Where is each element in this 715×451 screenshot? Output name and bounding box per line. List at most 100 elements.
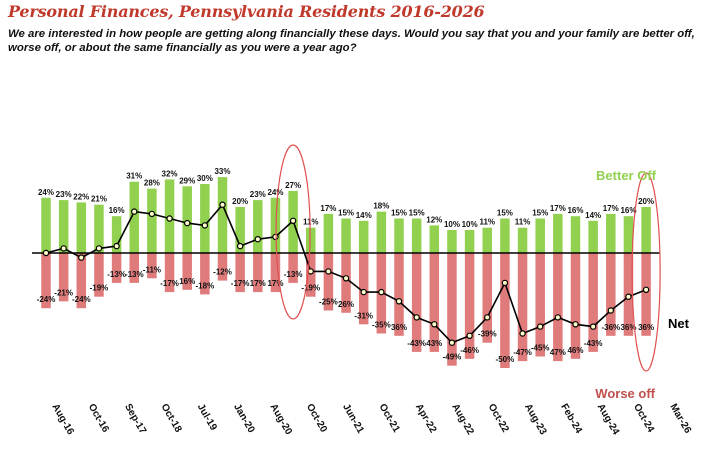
worse-data-label: -17% xyxy=(231,279,250,288)
better-data-label: 15% xyxy=(391,209,407,218)
better-off-bar xyxy=(588,220,598,253)
worse-data-label: -12% xyxy=(213,268,232,277)
worse-data-label: 17% xyxy=(250,279,266,288)
worse-data-label: -21% xyxy=(54,288,73,297)
net-point xyxy=(131,208,138,215)
worse-off-bar xyxy=(500,253,510,368)
better-off-bar xyxy=(323,213,334,253)
better-off-bar xyxy=(376,211,387,253)
net-point xyxy=(78,254,85,261)
better-off-bar xyxy=(517,227,528,253)
x-tick-label: Oct-18 xyxy=(158,402,183,435)
net-point xyxy=(501,279,509,287)
net-point xyxy=(60,245,67,252)
better-data-label: 27% xyxy=(285,181,301,190)
x-tick-label: Jan-20 xyxy=(231,402,257,435)
worse-off-bar xyxy=(394,253,404,336)
better-data-label: 17% xyxy=(320,204,336,213)
chart-subtitle: We are interested in how people are gett… xyxy=(8,28,695,54)
better-off-bar xyxy=(111,216,122,253)
net-point xyxy=(219,201,226,208)
better-off-bar xyxy=(623,216,634,253)
worse-off-bar xyxy=(306,253,316,297)
worse-data-label: -43% xyxy=(407,339,426,348)
net-point xyxy=(360,288,367,296)
better-data-label: 15% xyxy=(497,209,513,218)
worse-data-label: -31% xyxy=(354,311,373,320)
worse-off-bar xyxy=(288,253,298,283)
net-point xyxy=(378,288,385,296)
x-tick-label: Apr-22 xyxy=(413,402,439,435)
better-off-bar xyxy=(41,197,51,253)
net-point xyxy=(413,314,420,321)
worse-data-label: -43% xyxy=(584,339,603,348)
better-data-label: 12% xyxy=(426,215,442,224)
worse-off-bar xyxy=(235,253,245,293)
worse-data-label: -35% xyxy=(372,321,391,330)
better-off-bar xyxy=(182,186,192,253)
worse-data-label: 43% xyxy=(426,339,442,348)
better-data-label: 14% xyxy=(356,211,372,220)
worse-off-bar xyxy=(464,253,475,359)
x-tick-label: Sep-17 xyxy=(122,402,148,436)
worse-off-bar xyxy=(76,253,87,309)
better-data-label: 16% xyxy=(620,206,636,215)
x-tick-label: Aug-16 xyxy=(49,402,76,437)
net-point xyxy=(342,275,350,282)
better-data-label: 16% xyxy=(567,206,583,215)
better-data-label: 24% xyxy=(38,188,54,197)
better-off-bar xyxy=(394,218,404,253)
better-off-bar xyxy=(500,218,510,253)
net-point xyxy=(113,242,120,250)
net-point xyxy=(272,233,279,241)
net-annotation: Net xyxy=(668,316,690,331)
worse-off-bar xyxy=(553,253,563,362)
better-off-bar xyxy=(535,218,545,253)
net-point xyxy=(201,222,209,229)
better-data-label: 29% xyxy=(179,176,195,185)
better-data-label: 15% xyxy=(409,209,425,218)
better-off-bar xyxy=(58,200,69,253)
worse-off-bar xyxy=(482,253,492,343)
highlight-ellipse-mar-26 xyxy=(631,172,661,372)
worse-data-label: 26% xyxy=(338,300,354,309)
worse-data-label: -49% xyxy=(443,353,462,362)
better-off-bar xyxy=(270,197,281,253)
better-data-label: 22% xyxy=(73,192,89,201)
net-point xyxy=(42,249,50,257)
worse-off-bar xyxy=(147,253,157,279)
net-point xyxy=(519,330,526,337)
worse-off-bar xyxy=(41,253,51,309)
x-tick-label: Jul-19 xyxy=(195,402,219,433)
better-data-label: 14% xyxy=(585,211,601,220)
worse-data-label: -17% xyxy=(160,279,179,288)
worse-data-label: -19% xyxy=(301,284,320,293)
chart-title: Personal Finances, Pennsylvania Resident… xyxy=(8,2,485,21)
worse-data-label: -47% xyxy=(513,348,532,357)
worse-data-label: -11% xyxy=(143,265,161,274)
better-off-bar xyxy=(306,227,316,253)
worse-off-bar xyxy=(429,253,440,352)
net-point xyxy=(236,242,244,250)
worse-data-label: 16% xyxy=(179,277,195,286)
net-point xyxy=(537,323,544,330)
better-data-label: 20% xyxy=(232,197,248,206)
better-data-label: 17% xyxy=(603,204,619,213)
worse-data-label: 47% xyxy=(550,348,566,357)
better-off-bar xyxy=(94,204,104,253)
worse-off-bar xyxy=(570,253,581,359)
better-off-bar xyxy=(235,207,245,253)
better-data-label: 24% xyxy=(267,188,283,197)
better-off-bar xyxy=(570,216,581,253)
worse-data-label: -13% xyxy=(125,270,144,279)
better-data-label: 16% xyxy=(109,206,125,215)
worse-off-bar xyxy=(217,253,228,281)
better-data-label: 28% xyxy=(144,179,160,188)
net-point xyxy=(466,332,473,339)
worse-data-label: -24% xyxy=(37,295,56,304)
net-point xyxy=(325,268,332,275)
better-off-bar xyxy=(464,230,475,253)
worse-data-label: 17% xyxy=(267,279,283,288)
worse-off-annotation: Worse off xyxy=(595,386,655,401)
highlight-ellipse-oct-20 xyxy=(275,144,311,320)
